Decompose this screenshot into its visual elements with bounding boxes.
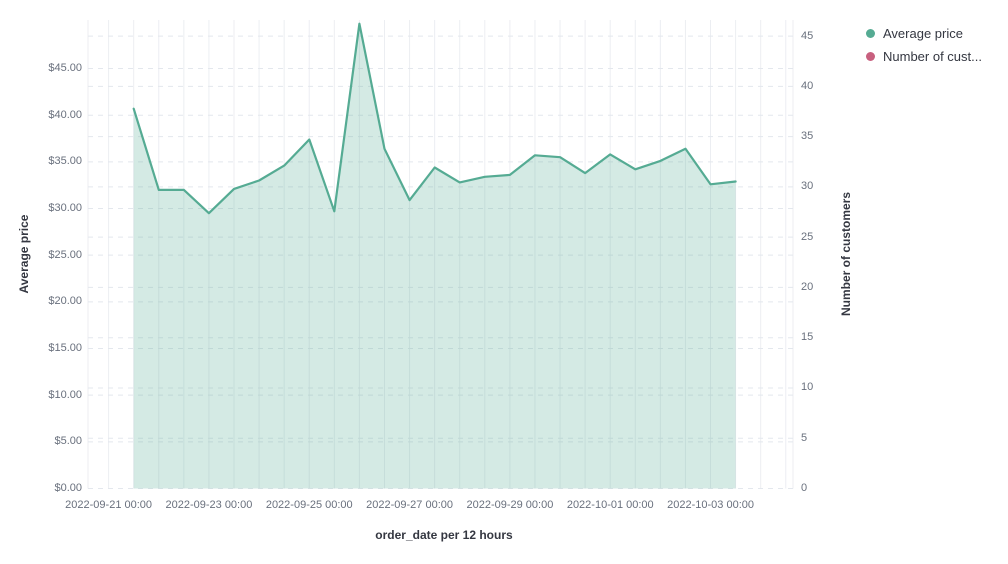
- y-axis-right-tick-label: 30: [801, 180, 814, 193]
- y-axis-left-tick-label: $15.00: [48, 342, 82, 354]
- y-axis-right-tick-label: 5: [801, 431, 808, 444]
- x-axis-tick-label: 2022-09-23 00:00: [165, 499, 253, 511]
- legend-item-label: Number of cust...: [883, 49, 982, 64]
- y-axis-right-tick-label: 20: [801, 280, 814, 293]
- y-axis-left-tick-label: $25.00: [48, 248, 82, 261]
- y-axis-left-tick-label: $35.00: [48, 155, 82, 168]
- y-axis-left-title: Average price: [17, 214, 31, 294]
- x-axis-title: order_date per 12 hours: [375, 528, 513, 542]
- y-axis-right-tick-label: 10: [801, 381, 814, 394]
- y-axis-left-tick-label: $0.00: [54, 482, 82, 494]
- x-axis-tick-label: 2022-10-03 00:00: [667, 499, 755, 511]
- legend-dot-icon: [866, 52, 875, 61]
- series-line[interactable]: [132, 22, 737, 215]
- x-axis-tick-label: 2022-09-27 00:00: [366, 499, 454, 511]
- y-axis-right-tick-label: 45: [801, 29, 814, 42]
- y-axis-right-tick-label: 40: [801, 79, 814, 92]
- legend-item[interactable]: Average price: [866, 22, 982, 45]
- y-axis-right-title: Number of customers: [839, 191, 853, 317]
- legend: Average price Number of cust...: [866, 22, 982, 68]
- x-axis-tick-label: 2022-09-29 00:00: [466, 499, 554, 511]
- y-axis-left-tick-label: $20.00: [48, 295, 82, 308]
- series-area-fill: [133, 23, 736, 489]
- x-axis-tick-label: 2022-10-01 00:00: [566, 499, 654, 511]
- legend-item-label: Average price: [883, 26, 963, 41]
- y-axis-left-tick-label: $45.00: [48, 62, 82, 75]
- y-axis-right-tick-label: 0: [801, 482, 808, 494]
- y-axis-right-tick-label: 25: [801, 230, 814, 243]
- x-axis-tick-label: 2022-09-25 00:00: [265, 499, 353, 511]
- legend-dot-icon: [866, 29, 875, 38]
- y-axis-left-tick-label: $40.00: [48, 108, 82, 121]
- y-axis-left-tick-label: $10.00: [48, 388, 82, 401]
- y-axis-right-tick-label: 35: [801, 130, 814, 143]
- y-axis-right-tick-label: 15: [801, 331, 814, 344]
- legend-item[interactable]: Number of cust...: [866, 45, 982, 68]
- x-axis-tick-label: 2022-09-21 00:00: [65, 499, 153, 511]
- y-axis-left-tick-label: $30.00: [48, 202, 82, 215]
- y-axis-left-tick-label: $5.00: [54, 435, 82, 448]
